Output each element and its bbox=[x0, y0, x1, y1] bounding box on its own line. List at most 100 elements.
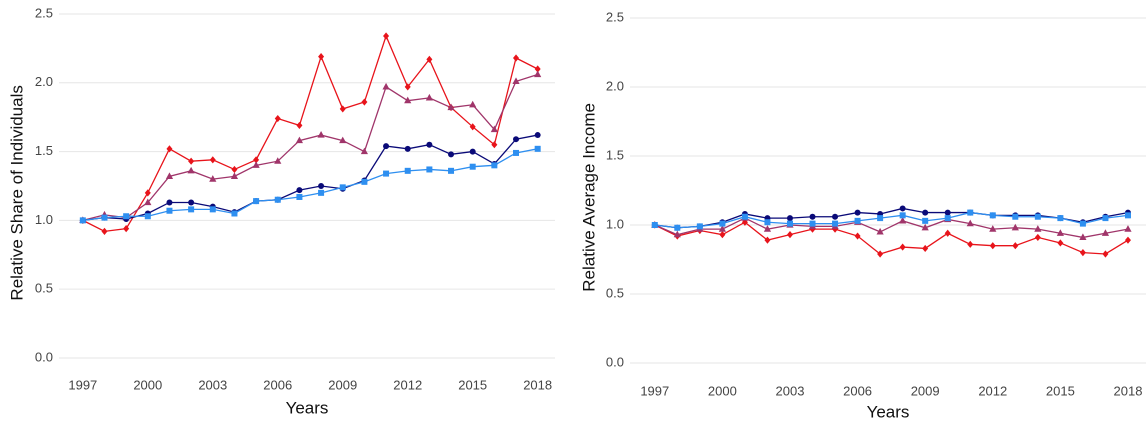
series-line bbox=[654, 207, 1129, 229]
marker bbox=[469, 100, 477, 108]
marker bbox=[832, 220, 839, 227]
marker bbox=[786, 215, 793, 222]
marker bbox=[123, 213, 130, 220]
marker bbox=[854, 217, 861, 224]
marker bbox=[231, 165, 238, 174]
marker bbox=[491, 141, 498, 149]
marker bbox=[944, 215, 951, 222]
marker bbox=[1079, 233, 1087, 241]
marker bbox=[967, 240, 974, 248]
series-line bbox=[654, 217, 1129, 239]
marker bbox=[1101, 229, 1110, 236]
x-tick-label: 2003 bbox=[776, 383, 805, 398]
series-line bbox=[654, 221, 1129, 255]
marker bbox=[786, 220, 793, 227]
marker bbox=[404, 83, 411, 91]
chart-panel: 0.0 0.5 1.0 1.5 2.0 2.5 1997 2000 2003 2006 2009 20… bbox=[579, 9, 1146, 421]
marker bbox=[989, 242, 996, 250]
marker bbox=[230, 172, 239, 179]
x-tick-label: 2006 bbox=[843, 383, 872, 398]
marker bbox=[318, 182, 325, 189]
marker bbox=[188, 157, 195, 165]
marker bbox=[295, 136, 304, 144]
marker bbox=[490, 125, 498, 133]
x-tick-label: 2018 bbox=[523, 377, 552, 392]
series-line bbox=[654, 211, 1129, 229]
marker bbox=[448, 151, 455, 158]
marker bbox=[318, 53, 325, 61]
marker bbox=[899, 205, 906, 212]
marker bbox=[513, 149, 520, 156]
series-line bbox=[82, 148, 538, 222]
marker bbox=[534, 145, 541, 152]
marker bbox=[339, 105, 346, 113]
marker bbox=[469, 163, 476, 170]
marker bbox=[209, 206, 216, 213]
marker bbox=[1012, 213, 1019, 220]
marker bbox=[718, 225, 726, 232]
marker bbox=[967, 209, 974, 216]
marker bbox=[899, 216, 907, 224]
marker bbox=[763, 225, 772, 232]
marker bbox=[1034, 225, 1042, 232]
marker bbox=[253, 156, 260, 164]
marker bbox=[252, 161, 260, 168]
marker bbox=[274, 196, 281, 203]
marker bbox=[274, 157, 282, 164]
marker bbox=[144, 213, 151, 220]
marker bbox=[296, 193, 303, 200]
marker bbox=[1034, 233, 1041, 242]
marker bbox=[318, 189, 325, 196]
marker bbox=[79, 217, 86, 224]
marker bbox=[673, 230, 681, 238]
marker bbox=[786, 231, 793, 239]
marker bbox=[764, 219, 771, 226]
y-tick-label: 2.0 bbox=[606, 78, 624, 93]
marker bbox=[696, 223, 703, 230]
marker bbox=[1124, 225, 1132, 232]
y-tick-label: 0.5 bbox=[35, 281, 53, 296]
marker bbox=[513, 54, 520, 62]
marker bbox=[383, 170, 390, 177]
marker bbox=[674, 224, 681, 231]
x-tick-label: 2015 bbox=[458, 377, 487, 392]
marker bbox=[361, 178, 368, 185]
marker bbox=[534, 65, 541, 73]
marker bbox=[296, 187, 303, 194]
y-tick-label: 1.5 bbox=[606, 147, 624, 162]
marker bbox=[404, 96, 412, 104]
marker bbox=[361, 98, 368, 106]
x-tick-label: 2000 bbox=[133, 377, 162, 392]
marker bbox=[809, 213, 816, 220]
x-tick-label: 1997 bbox=[640, 383, 669, 398]
marker bbox=[1079, 249, 1086, 257]
x-axis-title: Years bbox=[867, 402, 910, 421]
marker bbox=[274, 114, 281, 123]
marker bbox=[1102, 215, 1109, 222]
marker bbox=[1124, 236, 1131, 244]
marker bbox=[165, 172, 174, 179]
marker bbox=[1057, 239, 1064, 247]
marker bbox=[513, 136, 520, 143]
marker bbox=[426, 141, 433, 148]
marker bbox=[360, 147, 368, 155]
y-tick-label: 0.0 bbox=[35, 349, 53, 364]
marker bbox=[922, 209, 929, 216]
marker bbox=[339, 136, 347, 144]
marker bbox=[404, 167, 411, 174]
y-tick-label: 0.0 bbox=[606, 354, 624, 369]
marker bbox=[101, 214, 108, 221]
marker bbox=[809, 220, 816, 227]
series-line bbox=[82, 73, 538, 221]
x-tick-label: 2009 bbox=[328, 377, 357, 392]
marker bbox=[383, 143, 390, 150]
marker bbox=[854, 209, 861, 216]
marker bbox=[188, 206, 195, 213]
marker bbox=[166, 207, 173, 214]
marker bbox=[209, 175, 217, 182]
marker bbox=[296, 121, 303, 130]
marker bbox=[448, 167, 455, 174]
marker bbox=[741, 213, 748, 220]
y-tick-label: 2.5 bbox=[606, 9, 624, 24]
marker bbox=[1124, 212, 1131, 219]
